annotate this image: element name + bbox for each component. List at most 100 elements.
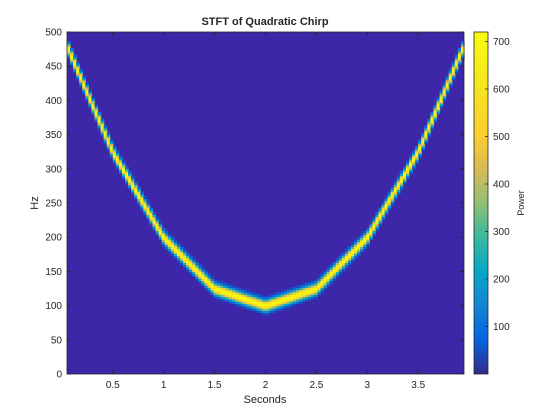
heatmap-cell (250, 291, 254, 295)
heatmap-cell (363, 246, 367, 250)
heatmap-cell (305, 294, 309, 298)
heatmap-cell (418, 139, 422, 143)
heatmap-cell (134, 196, 138, 200)
heatmap-cell (372, 216, 377, 220)
heatmap-cell (186, 255, 190, 259)
heatmap-cell (115, 157, 120, 161)
heatmap-cell (125, 180, 129, 184)
heatmap-cell (366, 232, 370, 236)
heatmap-cell (231, 294, 236, 298)
heatmap-cell (296, 287, 300, 291)
heatmap-cell (335, 264, 340, 268)
heatmap-cell (155, 228, 160, 231)
heatmap-cell (332, 262, 337, 266)
heatmap-cell (241, 291, 245, 295)
heatmap-cell (67, 47, 71, 51)
heatmap-cell (418, 152, 422, 156)
heatmap-cell (347, 253, 352, 257)
heatmap-cell (173, 255, 178, 259)
heatmap-cell (317, 278, 322, 282)
heatmap-cell (97, 120, 102, 124)
heatmap-cell (396, 191, 401, 195)
colorbar-tick-label: 300 (493, 227, 510, 238)
heatmap-cell (457, 59, 462, 63)
heatmap-cell (179, 255, 184, 259)
heatmap-cell (344, 253, 349, 257)
heatmap-cell (405, 171, 410, 174)
heatmap-cell (351, 244, 355, 247)
heatmap-cell (332, 275, 337, 279)
heatmap-cell (341, 264, 346, 268)
heatmap-cell (378, 216, 383, 220)
heatmap-cell (335, 257, 340, 261)
heatmap-cell (195, 275, 199, 279)
heatmap-cell (335, 273, 340, 277)
heatmap-cell (131, 177, 135, 181)
heatmap-cell (274, 294, 279, 298)
heatmap-cell (219, 282, 224, 286)
heatmap-cell (268, 303, 273, 307)
heatmap-cell (231, 287, 236, 291)
heatmap-cell (91, 109, 96, 113)
heatmap-cell (283, 296, 288, 300)
heatmap-cell (204, 280, 209, 284)
heatmap-cell (118, 157, 123, 161)
heatmap-cell (201, 269, 206, 272)
heatmap-cell (338, 257, 343, 261)
heatmap-cell (192, 269, 196, 272)
heatmap-cell (375, 221, 380, 225)
heatmap-cell (341, 255, 346, 259)
heatmap-cell (277, 296, 282, 300)
heatmap-cell (198, 280, 202, 284)
y-tick-label: 450 (45, 62, 62, 73)
heatmap-cell (152, 216, 157, 220)
heatmap-cell (320, 280, 325, 284)
heatmap-cell (137, 196, 141, 200)
heatmap-cell (143, 203, 147, 206)
heatmap-cell (299, 291, 303, 295)
heatmap-cell (262, 301, 267, 304)
heatmap-cell (134, 180, 138, 184)
heatmap-cell (289, 301, 294, 304)
heatmap-cell (173, 248, 178, 252)
heatmap-cell (390, 200, 395, 204)
heatmap-cell (335, 260, 340, 263)
heatmap-cell (387, 193, 392, 197)
heatmap-cell (167, 239, 172, 243)
heatmap-cell (79, 73, 83, 76)
heatmap-cell (454, 54, 459, 58)
heatmap-cell (445, 86, 450, 90)
heatmap-cell (292, 291, 297, 295)
heatmap-cell (409, 171, 413, 174)
heatmap-cell (427, 123, 431, 127)
heatmap-cell (412, 164, 416, 168)
heatmap-cells (67, 41, 465, 316)
heatmap-cell (390, 196, 395, 200)
heatmap-cell (140, 191, 144, 195)
heatmap-cell (378, 207, 383, 211)
heatmap-cell (67, 50, 71, 54)
heatmap-cell (155, 225, 160, 229)
heatmap-cell (296, 296, 300, 300)
heatmap-cell (253, 294, 257, 298)
heatmap-cell (131, 191, 135, 195)
heatmap-cell (323, 271, 328, 275)
heatmap-cell (314, 291, 319, 295)
heatmap-cell (164, 239, 169, 243)
heatmap-cell (149, 223, 154, 227)
heatmap-cell (421, 148, 425, 152)
heatmap-cell (253, 305, 257, 309)
heatmap-cell (152, 212, 157, 215)
heatmap-cell (250, 303, 254, 307)
heatmap-cell (335, 269, 340, 272)
heatmap-cell (299, 301, 303, 304)
heatmap-cell (329, 280, 334, 284)
y-tick-label: 400 (45, 96, 62, 107)
heatmap-cell (430, 114, 435, 117)
heatmap-cell (121, 175, 126, 179)
heatmap-cell (146, 203, 151, 206)
heatmap-cell (442, 91, 447, 95)
heatmap-cell (228, 294, 233, 298)
heatmap-cell (146, 207, 151, 211)
heatmap-cell (296, 294, 300, 298)
